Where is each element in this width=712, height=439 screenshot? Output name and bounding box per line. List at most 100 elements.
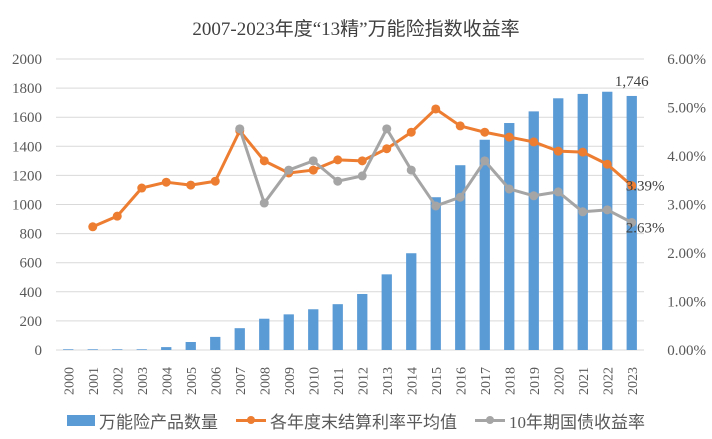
data-point (578, 207, 588, 217)
bar (455, 165, 466, 350)
bar (283, 314, 294, 350)
x-tick-label: 2022 (601, 367, 616, 395)
data-point (259, 156, 269, 166)
data-point (406, 165, 416, 175)
data-point (553, 187, 563, 197)
bar (161, 347, 172, 350)
bar (553, 98, 564, 350)
data-point (308, 165, 318, 175)
data-point (627, 181, 637, 191)
legend-label: 万能险产品数量 (99, 413, 218, 432)
legend: 万能险产品数量 各年度末结算利率平均值 10年期国债收益率 (0, 408, 712, 433)
data-point (88, 222, 98, 232)
data-point (112, 211, 122, 221)
y-left-tick-label: 1200 (12, 168, 42, 184)
y-left-tick-label: 200 (20, 314, 43, 330)
y-left-tick-label: 800 (20, 227, 43, 243)
x-tick-label: 2006 (209, 367, 224, 395)
x-tick-label: 2004 (160, 367, 175, 395)
y-left-tick-label: 1800 (12, 81, 42, 97)
bar (479, 139, 490, 350)
legend-swatch (67, 415, 95, 426)
data-point (333, 155, 343, 165)
x-tick-label: 2003 (136, 367, 151, 395)
bar (234, 328, 245, 350)
y-right-tick-label: 0.00% (667, 343, 706, 359)
bar (185, 341, 196, 350)
data-point (235, 124, 245, 134)
y-right-tick-label: 6.00% (667, 52, 706, 68)
data-point (529, 137, 539, 147)
data-point (284, 165, 294, 175)
legend-swatch (475, 416, 505, 424)
x-tick-label: 2021 (577, 367, 592, 395)
data-point (333, 176, 343, 186)
data-point (137, 183, 147, 193)
bar (210, 336, 221, 350)
x-tick-label: 2013 (381, 367, 396, 395)
y-left-tick-label: 1600 (12, 110, 42, 126)
legend-item: 万能险产品数量 (67, 408, 218, 433)
data-point (308, 156, 318, 166)
x-tick-label: 2016 (454, 367, 469, 395)
x-tick-label: 2020 (552, 367, 567, 395)
data-point (455, 192, 465, 202)
x-tick-label: 2005 (185, 367, 200, 395)
line-data-label: 2.63% (626, 220, 665, 236)
data-point (504, 132, 514, 142)
legend-swatch (236, 416, 266, 424)
bar (63, 349, 74, 350)
bar-data-label: 1,746 (615, 74, 649, 90)
data-point (627, 217, 637, 227)
x-tick-label: 2019 (528, 367, 543, 395)
data-point (406, 127, 416, 137)
data-point (480, 156, 490, 166)
x-tick-label: 2009 (283, 367, 298, 395)
data-point (431, 104, 441, 114)
data-point (186, 180, 196, 190)
data-point (602, 205, 612, 215)
data-point (210, 176, 220, 186)
bar (308, 309, 319, 350)
x-tick-label: 2008 (258, 367, 273, 395)
bar (259, 318, 270, 350)
data-point (602, 159, 612, 169)
y-left-tick-label: 0 (35, 343, 43, 359)
bar (504, 123, 515, 351)
y-right-tick-label: 1.00% (667, 295, 706, 311)
bar (406, 253, 417, 350)
legend-label: 10年期国债收益率 (509, 413, 645, 432)
x-tick-label: 2015 (430, 367, 445, 395)
line-data-label: 3.39% (626, 179, 665, 195)
data-point (357, 156, 367, 166)
bar (577, 93, 588, 351)
bar (381, 274, 392, 350)
x-tick-label: 2014 (405, 367, 420, 395)
bar (332, 304, 343, 350)
data-point (382, 124, 392, 134)
y-left-tick-label: 1000 (12, 198, 42, 214)
bar (136, 349, 147, 350)
y-right-tick-label: 5.00% (667, 101, 706, 117)
chart-title: 2007-2023年度“13精”万能险指数收益率 (192, 19, 520, 40)
bar (528, 111, 539, 350)
data-point (259, 198, 269, 208)
x-tick-label: 2011 (332, 368, 347, 395)
bar (357, 293, 368, 350)
data-point (578, 147, 588, 157)
data-point (553, 146, 563, 156)
series-line (92, 107, 633, 229)
x-tick-label: 2018 (503, 367, 518, 395)
data-point (357, 171, 367, 181)
x-tick-label: 2023 (626, 367, 641, 395)
data-point (529, 191, 539, 201)
y-left-tick-label: 1400 (12, 139, 42, 155)
y-left-tick-label: 600 (20, 256, 43, 272)
legend-label: 各年度末结算利率平均值 (270, 413, 457, 432)
data-point (455, 121, 465, 131)
bar (430, 197, 441, 350)
y-right-tick-label: 3.00% (667, 198, 706, 214)
data-point (161, 177, 171, 187)
y-left-tick-label: 400 (20, 285, 43, 301)
